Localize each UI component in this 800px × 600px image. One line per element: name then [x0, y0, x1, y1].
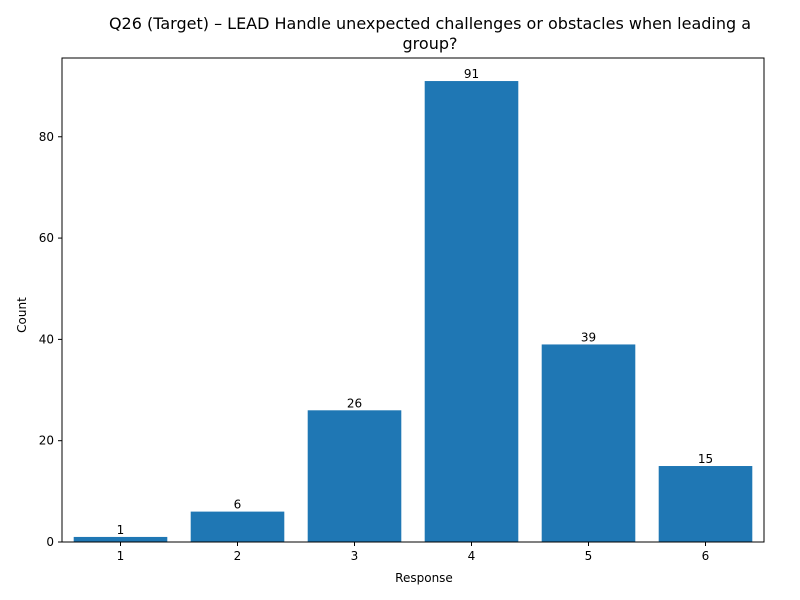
- data-label-4: 91: [464, 67, 479, 81]
- y-axis-ticks: 0 20 40 60 80: [39, 130, 62, 549]
- bar-1: [73, 536, 168, 542]
- plot-area-frame: [61, 57, 765, 543]
- y-axis-label: Count: [15, 297, 29, 333]
- x-tick-label-2: 2: [234, 549, 242, 563]
- y-tick-label-80: 80: [39, 130, 54, 144]
- y-tick-label-60: 60: [39, 231, 54, 245]
- x-axis-label: Response: [395, 571, 453, 585]
- x-tick-label-4: 4: [468, 549, 476, 563]
- data-label-1: 1: [117, 523, 125, 537]
- chart-title-line-2: group?: [403, 34, 458, 53]
- data-label-2: 6: [234, 498, 242, 512]
- bar-4: [424, 81, 519, 543]
- bar-2: [190, 511, 285, 542]
- data-label-3: 26: [347, 396, 362, 410]
- chart-title-line-1: Q26 (Target) – LEAD Handle unexpected ch…: [109, 14, 751, 33]
- bar-3: [307, 410, 402, 542]
- y-tick-label-20: 20: [39, 434, 54, 448]
- x-axis-ticks: 1 2 3 4 5 6: [117, 542, 710, 563]
- bar-5: [541, 344, 636, 542]
- x-tick-label-1: 1: [117, 549, 125, 563]
- y-tick-label-40: 40: [39, 332, 54, 346]
- y-tick-label-0: 0: [46, 535, 54, 549]
- x-tick-label-6: 6: [702, 549, 710, 563]
- data-label-6: 15: [698, 452, 713, 466]
- data-label-5: 39: [581, 330, 596, 344]
- bar-6: [658, 466, 753, 542]
- bars-group: [73, 81, 753, 543]
- x-tick-label-5: 5: [585, 549, 593, 563]
- data-labels-group: 1 6 26 91 39 15: [117, 67, 713, 537]
- x-tick-label-3: 3: [351, 549, 359, 563]
